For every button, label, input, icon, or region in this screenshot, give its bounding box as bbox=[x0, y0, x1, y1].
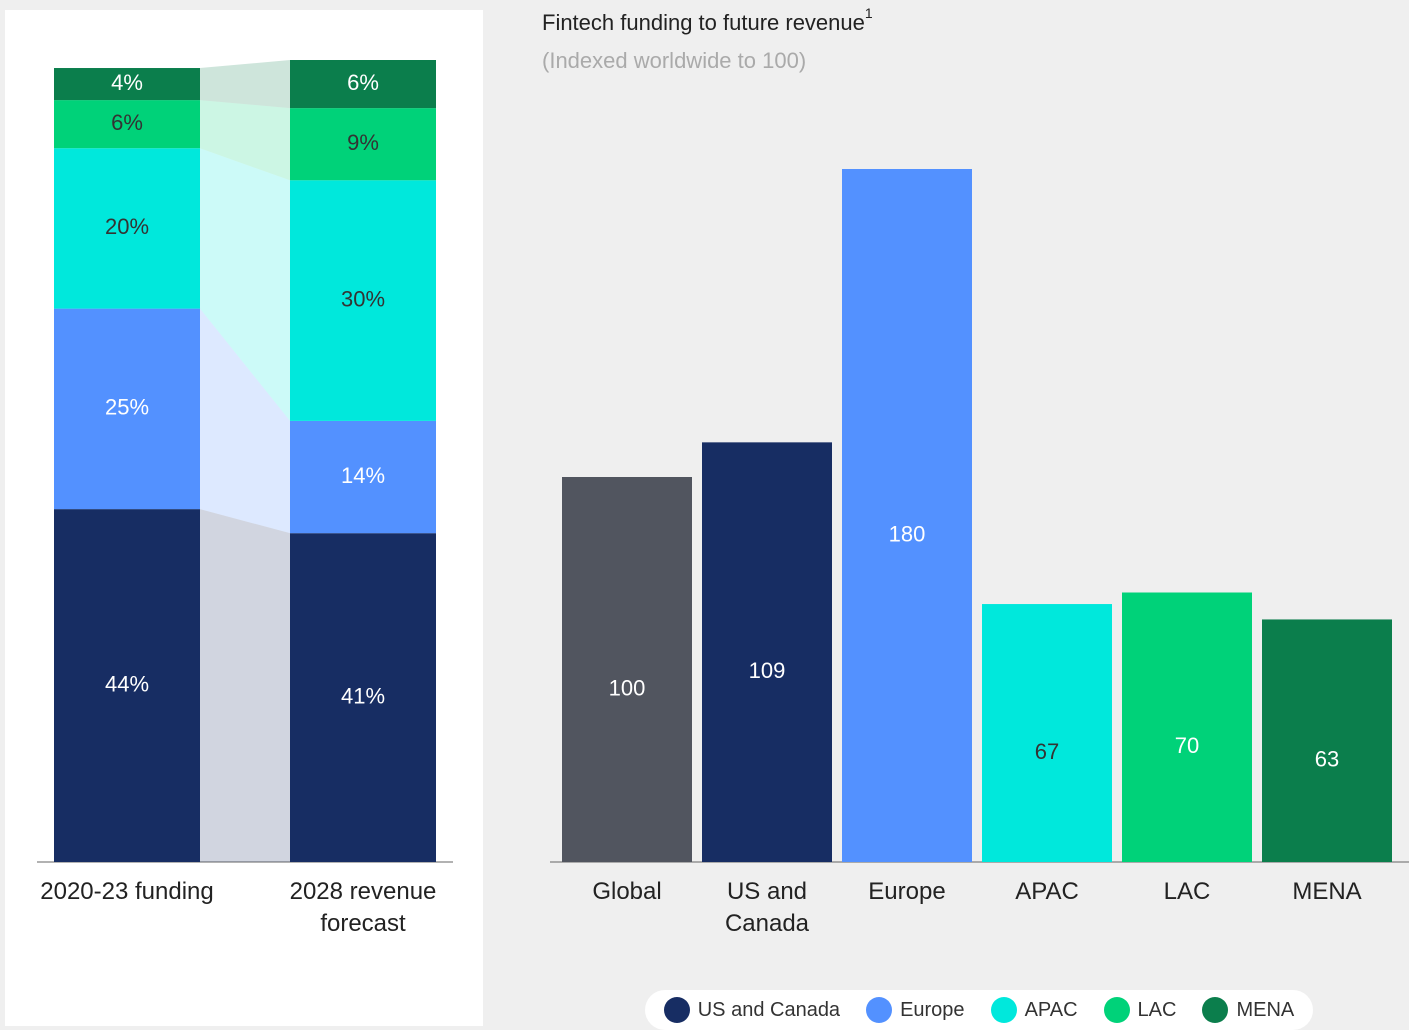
legend-swatch bbox=[663, 997, 690, 1023]
bar-segment bbox=[54, 308, 200, 510]
title-note: 1 bbox=[865, 5, 873, 21]
bar-segment bbox=[54, 148, 200, 309]
legend-label: Europe bbox=[900, 998, 965, 1021]
bar bbox=[562, 477, 692, 862]
value-label: 70 bbox=[1175, 733, 1199, 758]
x-tick-label: MENA bbox=[1292, 878, 1362, 905]
title-text: Fintech funding to future revenue bbox=[542, 10, 865, 35]
bar-segment bbox=[290, 533, 436, 862]
legend-label: APAC bbox=[1024, 998, 1078, 1021]
value-label: 4% bbox=[111, 70, 143, 95]
value-label: 100 bbox=[609, 675, 646, 700]
connector-band bbox=[200, 100, 290, 181]
chart-subtitle: (Indexed worldwide to 100) bbox=[542, 48, 806, 73]
bar bbox=[702, 442, 832, 862]
value-label: 180 bbox=[889, 521, 926, 546]
bar bbox=[1122, 592, 1252, 862]
legend-swatch bbox=[990, 997, 1017, 1023]
legend-swatch bbox=[1202, 997, 1229, 1023]
value-label: 6% bbox=[111, 110, 143, 135]
legend-item: LAC bbox=[1103, 997, 1177, 1023]
connector-band bbox=[200, 148, 290, 421]
connector-band bbox=[200, 509, 290, 862]
legend-item: MENA bbox=[1202, 997, 1294, 1023]
legend-label: LAC bbox=[1137, 998, 1177, 1021]
value-label: 109 bbox=[749, 658, 786, 683]
bar-segment bbox=[290, 180, 436, 421]
x-tick-label: Global bbox=[592, 878, 662, 905]
x-tick-label: 2020-23 funding bbox=[40, 878, 214, 905]
bar-segment bbox=[54, 100, 200, 149]
x-tick-label: LAC bbox=[1163, 878, 1211, 905]
x-tick-label: APAC bbox=[1015, 878, 1079, 905]
connector-band bbox=[200, 60, 290, 109]
connector-band bbox=[200, 308, 290, 534]
bar bbox=[1262, 619, 1392, 862]
value-label: 6% bbox=[347, 70, 379, 95]
legend-label: US and Canada bbox=[697, 998, 841, 1021]
legend-swatch bbox=[1103, 997, 1130, 1023]
bar-segment bbox=[290, 60, 436, 109]
value-label: 67 bbox=[1035, 739, 1059, 764]
chart-title: Fintech funding to future revenue1 bbox=[542, 5, 873, 35]
value-label: 30% bbox=[341, 286, 385, 311]
bar-segment bbox=[290, 420, 436, 534]
x-tick-label: Europe bbox=[868, 878, 946, 905]
x-tick-label: 2028 revenue forecast bbox=[289, 878, 437, 937]
legend-item: Europe bbox=[866, 997, 965, 1023]
bar-segment bbox=[54, 68, 200, 101]
value-label: 25% bbox=[105, 395, 149, 420]
bar-segment bbox=[290, 108, 436, 181]
legend-item: US and Canada bbox=[663, 997, 841, 1023]
value-label: 41% bbox=[341, 683, 385, 708]
value-label: 44% bbox=[105, 671, 149, 696]
legend-item: APAC bbox=[990, 997, 1078, 1023]
legend: US and Canada Europe APAC LAC MENA bbox=[645, 990, 1313, 1030]
value-label: 20% bbox=[105, 214, 149, 239]
bar-segment bbox=[54, 509, 200, 862]
x-tick-label: US and Canada bbox=[724, 878, 810, 937]
value-label: 14% bbox=[341, 463, 385, 488]
value-label: 9% bbox=[347, 130, 379, 155]
legend-label: MENA bbox=[1236, 998, 1295, 1021]
value-label: 63 bbox=[1315, 747, 1339, 772]
legend-swatch bbox=[866, 997, 893, 1023]
bar bbox=[982, 604, 1112, 862]
bar bbox=[842, 169, 972, 862]
